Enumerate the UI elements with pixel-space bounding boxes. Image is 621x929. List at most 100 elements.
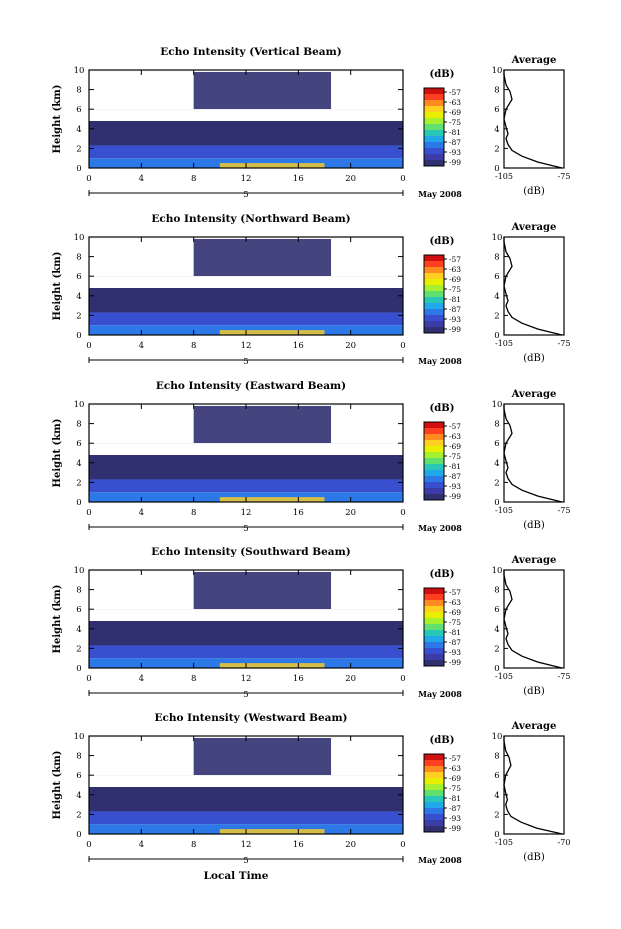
colorbar-tick-label: -87 (449, 804, 461, 813)
colorbar-tick-label: -63 (449, 764, 461, 773)
profile-frame (503, 403, 565, 503)
x-tick-label: 16 (293, 508, 304, 518)
x-tick-label: 4 (139, 174, 144, 184)
month-label: May 2008 (418, 189, 462, 199)
x-tick-label: 16 (293, 840, 304, 850)
x-tick-label: 0 (400, 840, 405, 850)
colorbar-swatch (424, 279, 444, 286)
panel-title: Echo Intensity (Westward Beam) (154, 712, 347, 724)
colorbar-swatch (424, 434, 444, 441)
profile-y-tick-label: 4 (494, 625, 499, 635)
profile-x-tick-label: -105 (495, 172, 513, 181)
profile-x-tick-label: -75 (558, 506, 571, 515)
colorbar-title: (dB) (430, 403, 455, 414)
colorbar-swatch (424, 255, 444, 262)
colorbar-swatch (424, 772, 444, 779)
x-tick-label: 20 (345, 508, 356, 518)
echo-gap (89, 109, 403, 121)
colorbar-tick-label: -69 (449, 442, 461, 451)
colorbar-tick-label: -63 (449, 598, 461, 607)
x-tick-label: 12 (241, 840, 252, 850)
y-axis-label: Height (km) (52, 252, 63, 321)
echo-layer (89, 479, 403, 493)
profile-y-tick-label: 0 (494, 164, 499, 174)
echo-gap (89, 71, 194, 110)
profile-title: Average (511, 721, 557, 732)
colorbar-tick-label: -57 (449, 422, 461, 431)
x-tick-label: 12 (241, 341, 252, 351)
y-tick-label: 0 (76, 331, 81, 341)
profile-line (503, 70, 563, 169)
profile-line (503, 404, 563, 503)
colorbar-swatch (424, 494, 444, 501)
month-label: May 2008 (418, 855, 462, 865)
profile-y-tick-label: 6 (494, 439, 499, 449)
y-tick-label: 6 (76, 771, 81, 781)
x-tick-label: 20 (345, 174, 356, 184)
colorbar-swatch (424, 760, 444, 767)
echo-layer (89, 120, 403, 146)
x-tick-label: 0 (86, 840, 91, 850)
echo-gap (331, 71, 403, 110)
profile-x-tick-label: -70 (558, 838, 571, 847)
y-tick-label: 2 (76, 478, 81, 488)
colorbar-swatch (424, 452, 444, 459)
colorbar-tick-label: -87 (449, 138, 461, 147)
colorbar-tick-label: -87 (449, 638, 461, 647)
echo-gap (331, 737, 403, 776)
colorbar-title: (dB) (430, 735, 455, 746)
colorbar-swatch (424, 88, 444, 95)
colorbar-tick-label: -99 (449, 824, 461, 833)
x-tick-label: 0 (86, 174, 91, 184)
colorbar-swatch (424, 482, 444, 489)
echo-gap (89, 405, 194, 444)
colorbar-swatch (424, 142, 444, 149)
colorbar-swatch (424, 808, 444, 815)
profile-y-tick-label: 0 (494, 830, 499, 840)
y-tick-label: 4 (76, 791, 81, 801)
x-tick-label: 16 (293, 174, 304, 184)
colorbar-swatch (424, 588, 444, 595)
echo-gap (89, 443, 403, 455)
y-tick-label: 2 (76, 810, 81, 820)
colorbar-swatch (424, 94, 444, 101)
y-axis-label: Height (km) (52, 585, 63, 654)
x-tick-label: 12 (241, 508, 252, 518)
profile-x-tick-label: -75 (558, 672, 571, 681)
colorbar-swatch (424, 754, 444, 761)
colorbar-tick-label: -57 (449, 255, 461, 264)
colorbar-swatch (424, 458, 444, 465)
profile-y-tick-label: 4 (494, 292, 499, 302)
profile-frame (503, 69, 565, 169)
profile-y-tick-label: 6 (494, 272, 499, 282)
colorbar-swatch (424, 273, 444, 280)
profile-y-tick-label: 6 (494, 605, 499, 615)
profile-y-tick-label: 6 (494, 771, 499, 781)
colorbar-tick-label: -93 (449, 315, 461, 324)
echo-layer (89, 454, 403, 480)
profile-x-tick-label: -105 (495, 339, 513, 348)
profile-x-label: (dB) (523, 186, 545, 197)
colorbar-swatch (424, 802, 444, 809)
month-label: May 2008 (418, 523, 462, 533)
colorbar-swatch (424, 124, 444, 131)
profile-line (503, 570, 563, 669)
colorbar-swatch (424, 136, 444, 143)
x-tick-label: 4 (139, 840, 144, 850)
colorbar-tick-label: -57 (449, 754, 461, 763)
colorbar-swatch (424, 309, 444, 316)
colorbar-swatch (424, 766, 444, 773)
colorbar-tick-label: -81 (449, 628, 461, 637)
x-tick-label: 20 (345, 840, 356, 850)
y-tick-label: 8 (76, 586, 81, 596)
colorbar-swatch (424, 618, 444, 625)
colorbar-swatch (424, 790, 444, 797)
y-tick-label: 10 (74, 233, 85, 243)
y-tick-label: 4 (76, 125, 81, 135)
colorbar-swatch (424, 470, 444, 477)
colorbar-tick-label: -57 (449, 88, 461, 97)
echo-gap (89, 737, 194, 776)
y-tick-label: 10 (74, 566, 85, 576)
x-tick-label: 0 (86, 508, 91, 518)
date-tick-label: 5 (243, 190, 248, 200)
